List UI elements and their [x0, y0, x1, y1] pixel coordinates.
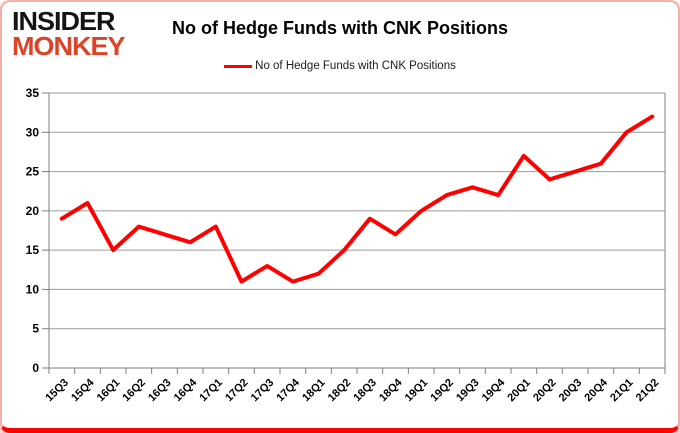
x-axis-label: 16Q2 [120, 377, 148, 405]
x-axis-label: 17Q1 [197, 377, 225, 405]
x-axis-label: 20Q3 [557, 377, 585, 405]
x-axis-label: 18Q2 [326, 377, 354, 405]
x-axis-label: 17Q3 [249, 377, 277, 405]
x-axis-label: 20Q1 [505, 377, 533, 405]
hedge-funds-series-line [59, 114, 655, 284]
y-axis-label: 25 [26, 165, 40, 179]
y-axis-label: 10 [26, 282, 40, 296]
y-axis-label: 0 [32, 361, 39, 375]
x-axis-label: 19Q4 [480, 376, 508, 404]
chart-legend: No of Hedge Funds with CNK Positions [2, 60, 678, 72]
y-axis-label: 15 [26, 243, 40, 257]
legend-label: No of Hedge Funds with CNK Positions [255, 60, 456, 72]
logo-text-monkey: MONKEY [12, 32, 126, 61]
y-axis-label: 5 [32, 322, 39, 336]
x-axis-label: 20Q2 [531, 377, 559, 405]
x-axis-label: 19Q2 [428, 377, 456, 405]
x-axis-label: 19Q3 [454, 377, 482, 405]
insider-monkey-logo: INSIDER MONKEY [12, 7, 126, 61]
chart-title: No of Hedge Funds with CNK Positions [172, 18, 508, 38]
x-axis-label: 19Q1 [403, 377, 431, 405]
x-axis-label: 21Q2 [634, 377, 662, 405]
legend-line-icon [224, 64, 253, 68]
x-axis-label: 17Q4 [274, 376, 302, 404]
x-axis-label: 18Q1 [300, 377, 328, 405]
x-axis-label: 15Q3 [43, 377, 71, 405]
x-axis-label: 16Q1 [95, 377, 123, 405]
logo-text-insider: INSIDER [12, 7, 116, 36]
y-axis-label: 30 [26, 125, 40, 139]
x-axis-label: 21Q1 [608, 377, 636, 405]
x-axis-label: 15Q4 [69, 376, 97, 404]
x-axis-label: 18Q4 [377, 376, 405, 404]
y-axis-label: 20 [26, 204, 40, 218]
x-axis-label: 20Q4 [582, 376, 610, 404]
x-axis-label: 18Q3 [351, 377, 379, 405]
x-axis-label: 16Q4 [172, 376, 200, 404]
y-axis-label: 35 [26, 86, 40, 100]
x-axis-label: 17Q2 [223, 377, 251, 405]
x-axis-label: 16Q3 [146, 377, 174, 405]
